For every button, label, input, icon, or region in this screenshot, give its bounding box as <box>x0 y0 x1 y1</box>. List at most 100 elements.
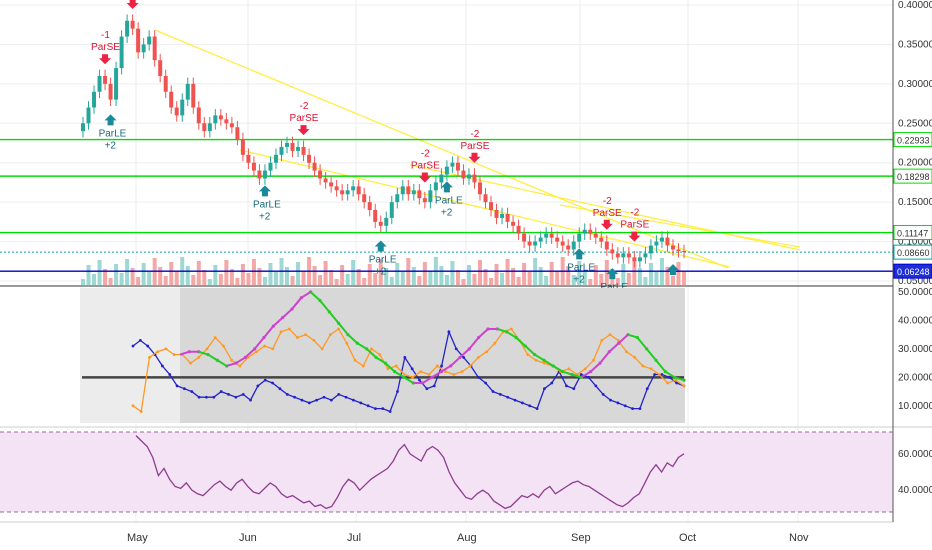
dmi-minus-line-point <box>476 375 480 379</box>
candle-body <box>81 123 85 132</box>
candle-body <box>251 162 256 171</box>
volume-bar <box>318 275 323 285</box>
candle-body <box>285 143 290 147</box>
volume-bar <box>158 267 163 285</box>
volume-bar <box>213 265 218 285</box>
volume-bar <box>329 270 334 285</box>
dmi-plus-line-point <box>460 370 464 374</box>
short-signal-qty: -2 <box>421 148 430 159</box>
candle-body <box>130 20 135 29</box>
volume-bar <box>544 276 549 285</box>
dmi-panel <box>80 288 686 423</box>
dmi-plus-line-point <box>205 347 209 351</box>
candle-body <box>290 143 295 151</box>
dmi-minus-line-point <box>271 381 274 385</box>
dmi-plus-line-point <box>361 364 365 368</box>
level-label-text: 0.11147 <box>897 229 928 239</box>
candle-body <box>158 60 163 76</box>
dmi-minus-line-point <box>520 401 524 405</box>
adx-segment <box>281 308 293 319</box>
candle-body <box>262 170 267 179</box>
dmi-plus-line-point <box>320 347 324 351</box>
dmi-minus-line-point <box>440 364 443 368</box>
candle-body <box>323 178 328 183</box>
candle-body <box>682 251 686 253</box>
short-signal-label: ParSE <box>460 141 489 152</box>
price-panel-background <box>0 0 893 285</box>
volume-bar <box>345 274 350 285</box>
adx-segment <box>328 311 340 324</box>
adx-segment <box>636 336 648 350</box>
time-axis[interactable]: May Jun Jul Aug Sep Oct Nov <box>127 532 809 544</box>
dmi-plus-line-point <box>304 333 308 337</box>
long-signal-label: ParLE <box>435 195 463 206</box>
dmi-minus-line-point <box>352 398 355 402</box>
volume-bar <box>516 277 521 285</box>
dmi-minus-line-point <box>307 401 311 405</box>
dmi-minus-line-point <box>418 378 421 382</box>
adx-segment <box>403 376 414 384</box>
candle-body <box>224 119 229 124</box>
volume-bar <box>130 268 135 285</box>
dmi-minus-line-point <box>631 407 634 411</box>
long-signal-label: ParLE <box>369 255 397 266</box>
volume-bar <box>599 274 604 285</box>
candle-body <box>643 253 648 258</box>
candle-body <box>229 123 234 128</box>
dmi-minus-line-point <box>197 395 201 399</box>
adx-segment <box>562 370 573 376</box>
volume-bar <box>356 269 361 285</box>
adx-segment <box>589 362 601 373</box>
dmi-minus-line-point <box>565 384 568 388</box>
dmi-plus-line-point <box>328 333 332 337</box>
volume-bar <box>670 276 675 285</box>
level-label-box: 0.11147 <box>893 225 932 241</box>
dmi-minus-line-point <box>675 381 679 385</box>
price-axis[interactable]: 0.40000 0.35000 0.30000 0.25000 0.20000 0.150… <box>898 0 932 287</box>
candle-body <box>169 91 174 108</box>
rsi-axis[interactable]: 60.0000 40.0000 <box>898 449 932 496</box>
volume-bar <box>373 273 378 285</box>
dmi-plus-line-point <box>378 353 382 356</box>
candle-body <box>516 225 521 234</box>
dmi-minus-line-point <box>263 378 267 382</box>
level-label-bg <box>893 225 932 241</box>
volume-bar <box>251 259 256 285</box>
volume-bar <box>654 272 659 285</box>
volume-bar <box>384 268 389 285</box>
volume-bar <box>191 275 196 285</box>
month-label: Jun <box>239 532 257 544</box>
adx-segment <box>300 291 312 299</box>
volume-bar <box>92 274 97 285</box>
candle-body <box>395 194 400 203</box>
long-signal-qty: +2 <box>105 140 117 151</box>
dmi-minus-line-point <box>315 398 319 402</box>
candle-body <box>114 68 119 100</box>
dmi-tick-label: 10.0000 <box>898 401 932 412</box>
candle-body <box>599 237 604 242</box>
adx-point <box>682 378 686 382</box>
volume-bar <box>555 271 560 285</box>
candle-body <box>500 213 505 218</box>
volume-bar <box>389 277 394 285</box>
month-label: May <box>127 532 148 544</box>
dmi-minus-line-point <box>579 373 583 376</box>
dmi-plus-line-point <box>279 330 283 334</box>
volume-bar <box>290 276 295 285</box>
candle-body <box>307 154 312 163</box>
adx-segment <box>599 351 611 364</box>
rsi-line <box>135 435 685 510</box>
dmi-minus-line-point <box>374 407 377 411</box>
rsi-tick-label: 60.0000 <box>898 449 932 460</box>
adx-segment <box>253 336 265 350</box>
level-label-box: 0.18298 <box>893 168 932 184</box>
dmi-axis[interactable]: 50.0000 40.0000 30.0000 20.0000 10.0000 <box>898 287 932 412</box>
candle-body <box>549 233 554 238</box>
volume-bar <box>141 263 146 285</box>
dmi-plus-line-point <box>657 373 661 376</box>
long-arrow-icon <box>573 248 586 260</box>
dmi-plus-line-point <box>230 358 234 362</box>
volume-bar <box>262 277 267 285</box>
adx-segment <box>431 370 442 379</box>
